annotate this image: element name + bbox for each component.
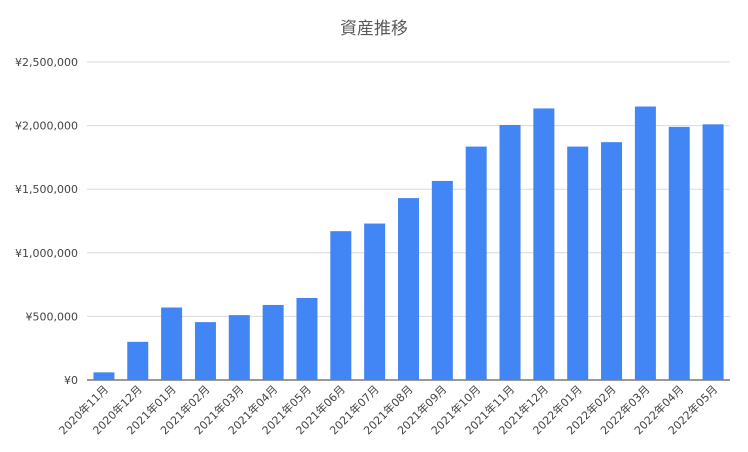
chart-title: 資産推移: [340, 19, 408, 39]
bar: [296, 297, 318, 380]
y-tick-label: ¥0: [64, 374, 78, 387]
bar: [364, 223, 386, 380]
bar: [262, 304, 284, 380]
bar: [93, 372, 115, 380]
bar: [398, 198, 419, 380]
bar: [465, 146, 487, 380]
bar: [330, 231, 352, 380]
bar: [601, 142, 623, 380]
y-tick-label: ¥1,500,000: [15, 183, 78, 196]
bar: [228, 315, 250, 380]
bar: [431, 180, 453, 380]
bar: [533, 108, 555, 380]
y-tick-label: ¥1,000,000: [15, 247, 78, 260]
bar: [634, 106, 656, 381]
bar: [161, 307, 183, 380]
bar: [127, 341, 149, 380]
bar: [194, 322, 216, 380]
bar: [499, 124, 521, 381]
bar: [702, 124, 724, 380]
y-tick-label: ¥500,000: [26, 310, 79, 323]
y-tick-label: ¥2,000,000: [15, 120, 78, 133]
bar: [668, 126, 690, 380]
y-tick-label: ¥2,500,000: [15, 56, 78, 69]
bar: [567, 146, 589, 380]
